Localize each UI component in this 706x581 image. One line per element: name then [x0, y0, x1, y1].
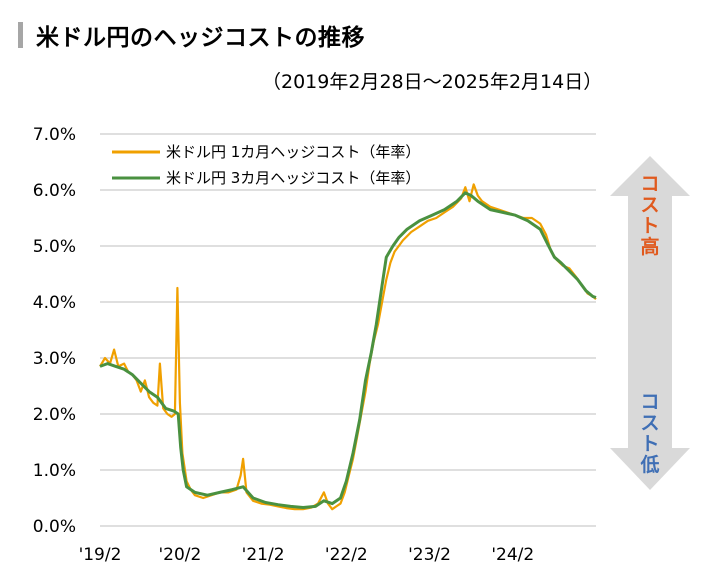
y-axis-ticks: 0.0% 1.0% 2.0% 3.0% 4.0% 5.0% 6.0% 7.0% — [33, 125, 76, 537]
x-tick-label: '23/2 — [408, 545, 451, 565]
legend: 米ドル円 1カ月ヘッジコスト（年率） 米ドル円 3カ月ヘッジコスト（年率） — [112, 143, 420, 187]
x-tick-label: '22/2 — [325, 545, 368, 565]
cost-low-label-char: ス — [640, 412, 659, 434]
y-tick-label: 0.0% — [33, 517, 76, 537]
y-tick-label: 4.0% — [33, 293, 76, 313]
x-tick-label: '20/2 — [158, 545, 201, 565]
cost-low-label-char: 低 — [639, 453, 659, 476]
period-label: （2019年2月28日～2025年2月14日） — [262, 71, 603, 93]
x-tick-label: '21/2 — [242, 545, 285, 565]
cost-high-label-char: 高 — [640, 235, 659, 258]
x-tick-label: '24/2 — [491, 545, 534, 565]
x-tick-label: '19/2 — [79, 545, 122, 565]
cost-high-label-char: ト — [640, 215, 659, 237]
y-tick-label: 3.0% — [33, 349, 76, 369]
x-axis-ticks: '19/2 '20/2 '21/2 '22/2 '23/2 '24/2 — [79, 545, 535, 565]
series-group — [99, 183, 597, 511]
cost-low-label-char: コ — [640, 391, 659, 413]
y-tick-label: 2.0% — [33, 405, 76, 425]
y-tick-label: 1.0% — [33, 461, 76, 481]
y-tick-label: 6.0% — [33, 181, 76, 201]
page-title: 米ドル円のヘッジコストの推移 — [36, 25, 365, 51]
double-arrow-shape — [610, 156, 690, 490]
legend-label: 米ドル円 1カ月ヘッジコスト（年率） — [166, 143, 420, 161]
title-accent-bar — [18, 22, 23, 48]
cost-low-label-char: ト — [640, 433, 659, 455]
series-line-3m — [99, 191, 597, 509]
cost-high-label-char: ス — [640, 194, 659, 216]
series-line-1m — [99, 183, 597, 511]
cost-high-label-char: コ — [640, 173, 659, 195]
y-tick-label: 5.0% — [33, 237, 76, 257]
y-tick-label: 7.0% — [33, 125, 76, 145]
legend-label: 米ドル円 3カ月ヘッジコスト（年率） — [166, 169, 420, 187]
grid-lines — [100, 133, 596, 527]
